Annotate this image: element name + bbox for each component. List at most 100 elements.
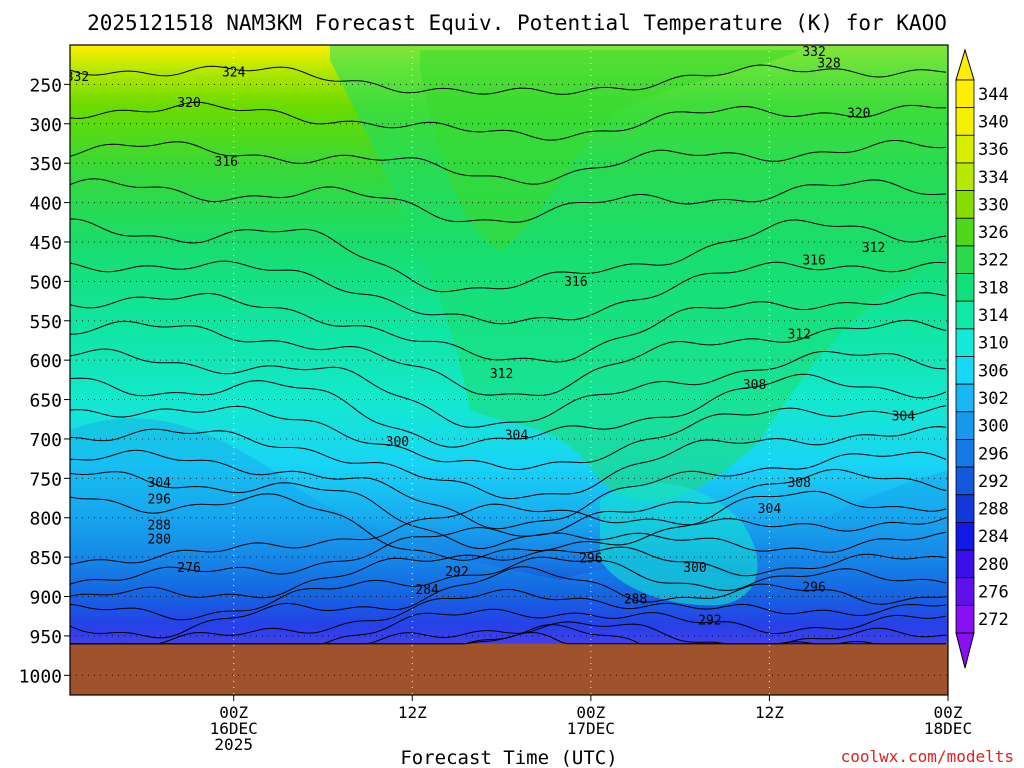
contour-line	[70, 588, 947, 645]
x-tick-label: 18DEC	[924, 719, 972, 738]
colorbar-swatch	[955, 107, 975, 136]
contour-label: 320	[847, 106, 870, 121]
colorbar-swatch	[955, 245, 975, 274]
contour-line	[70, 140, 947, 185]
y-tick-label: 950	[29, 627, 62, 648]
colorbar-label: 340	[978, 112, 1009, 132]
x-tick-label: 00Z	[219, 703, 248, 722]
contour-line	[70, 292, 947, 363]
contour-line	[70, 101, 947, 141]
plot-frame	[69, 44, 949, 696]
colorbar-swatch	[955, 328, 975, 357]
contour-label: 304	[505, 429, 529, 444]
contour-label: 308	[787, 476, 810, 491]
colorbar-swatch	[955, 466, 975, 496]
contour-line	[70, 218, 947, 293]
contour-label: 292	[698, 614, 721, 629]
x-tick-label: 2025	[214, 735, 253, 754]
colorbar-label: 314	[978, 306, 1009, 326]
contour-label: 316	[564, 275, 587, 290]
contour-label: 332	[802, 45, 825, 60]
contour-label: 276	[177, 561, 200, 576]
contour-label: 316	[802, 254, 825, 269]
chart-title: 2025121518 NAM3KM Forecast Equiv. Potent…	[87, 11, 947, 35]
contour-label: 304	[892, 410, 916, 425]
colorbar-swatch	[955, 273, 975, 302]
contour-line	[70, 426, 947, 500]
colorbar-label: 334	[978, 168, 1009, 188]
y-tick-label: 500	[29, 272, 62, 293]
colorbar-swatch	[955, 300, 975, 330]
y-tick-label: 250	[29, 75, 62, 96]
contour-label: 328	[817, 57, 840, 72]
colorbar-label: 292	[978, 472, 1009, 492]
colorbar: 344 340 336 334 330 326 322 318 314 310 306 302 300 2…	[955, 48, 1009, 669]
colorbar-swatch	[955, 494, 975, 523]
colorbar-swatch	[955, 190, 975, 219]
y-tick-label: 350	[29, 154, 62, 175]
contour-label: 312	[490, 367, 513, 382]
colorbar-label: 288	[978, 500, 1009, 520]
y-tick-label: 800	[29, 509, 62, 530]
x-tick-label: 12Z	[398, 703, 427, 722]
contour-line	[70, 178, 947, 223]
colorbar-swatch	[955, 522, 975, 551]
y-tick-label: 750	[29, 469, 62, 490]
colorbar-label: 330	[978, 195, 1009, 215]
contour-line	[70, 64, 947, 95]
colorbar-bottom-arrow	[955, 632, 975, 669]
contour-line	[70, 631, 946, 645]
contour-label: 284	[415, 583, 439, 598]
contour-line	[70, 348, 946, 428]
contour-label: 332	[66, 70, 89, 85]
colorbar-swatch	[955, 134, 975, 164]
contour-label: 320	[177, 96, 200, 111]
colorbar-label: 272	[978, 610, 1009, 630]
contour-label: 308	[743, 378, 766, 393]
colorbar-swatch	[955, 411, 975, 440]
contour-label: 296	[579, 551, 602, 566]
contour-line	[70, 260, 947, 325]
x-tick-label: 16DEC	[210, 719, 258, 738]
colorbar-label: 322	[978, 251, 1009, 271]
colorbar-label: 306	[978, 361, 1009, 381]
contour-label: 288	[148, 518, 171, 533]
colorbar-top-arrow	[955, 48, 975, 81]
y-tick-label: 450	[29, 233, 62, 254]
contour-line	[70, 469, 947, 550]
contour-label: 304	[148, 476, 172, 491]
colorbar-label: 326	[978, 223, 1009, 243]
gridlines	[70, 45, 948, 695]
x-axis-label: Forecast Time (UTC)	[400, 747, 617, 768]
y-tick-label: 550	[29, 312, 62, 333]
contour-line	[70, 556, 947, 621]
colorbar-label: 336	[978, 140, 1009, 160]
contour-label: 280	[148, 533, 171, 548]
contour-line	[70, 546, 947, 599]
y-tick-label: 650	[29, 391, 62, 412]
colorbar-label: 318	[978, 278, 1009, 298]
contour-label: 296	[148, 492, 171, 507]
colorbar-swatch	[955, 439, 975, 468]
colorbar-swatch	[955, 217, 975, 247]
contour-line	[70, 566, 947, 639]
y-tick-label: 600	[29, 351, 62, 372]
contour-line	[70, 319, 947, 396]
colorbar-swatch	[955, 604, 975, 634]
y-tick-label: 300	[29, 115, 62, 136]
colorbar-label: 296	[978, 444, 1009, 464]
upper-green-core	[420, 50, 800, 250]
y-tick-label: 900	[29, 588, 62, 609]
contour-label: 300	[683, 561, 706, 576]
colorbar-label: 310	[978, 334, 1009, 354]
colorbar-label: 344	[978, 85, 1009, 105]
y-tick-label: 700	[29, 430, 62, 451]
y-tick-label: 1000	[19, 666, 62, 687]
colorbar-swatch	[955, 383, 975, 413]
y-axis: 250 300 350 400 450 500 550 600 650 700 750 800 850 9…	[19, 75, 70, 687]
contour-line	[70, 503, 947, 565]
contour-label: 316	[215, 155, 238, 170]
colorbar-label: 300	[978, 417, 1009, 437]
